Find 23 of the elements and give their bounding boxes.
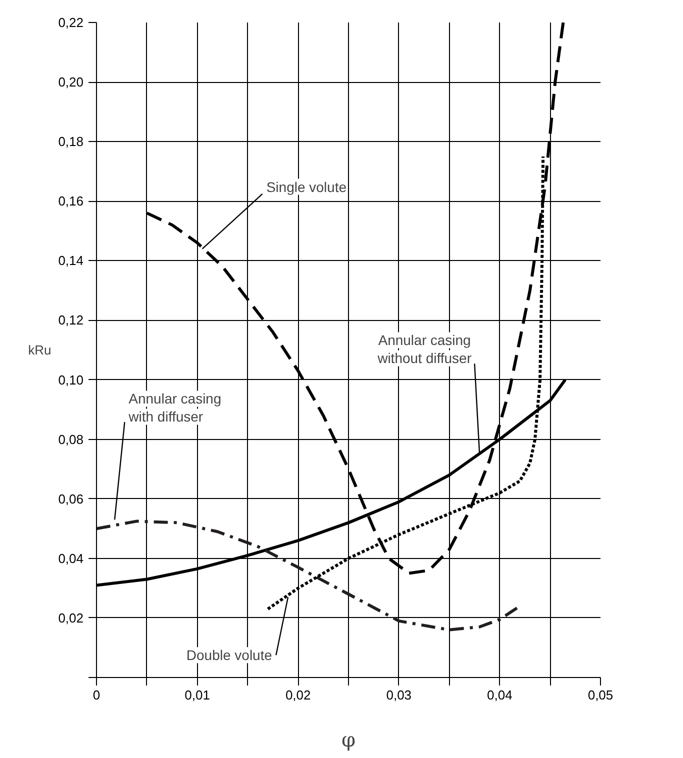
y-tick-label: 0,10 <box>58 372 84 388</box>
x-tick-label: 0,02 <box>285 688 311 702</box>
annotation: Double volute <box>186 647 272 664</box>
y-tick-label: 0,22 <box>58 15 84 30</box>
x-tick-label: 0,01 <box>184 688 210 702</box>
x-axis-title: φ <box>342 728 356 752</box>
annotation: Annular casing with diffuser <box>128 390 222 425</box>
x-tick-label: 0,04 <box>487 688 512 702</box>
y-tick-label: 0,08 <box>58 432 84 447</box>
x-tick-label: 0 <box>92 688 100 702</box>
x-tick-label: 0,05 <box>588 688 614 702</box>
x-tick-label: 0,03 <box>386 688 412 702</box>
y-tick-label: 0,18 <box>58 134 84 150</box>
y-tick-label: 0,02 <box>58 610 84 626</box>
y-tick-label: 0,20 <box>58 74 84 90</box>
y-tick-label: 0,06 <box>58 491 84 506</box>
y-tick-label: 0,12 <box>58 312 84 328</box>
annotation: Single volute <box>266 178 347 195</box>
y-tick-label: 0,16 <box>58 194 84 209</box>
annotation: Annular casing without diffuser <box>376 332 472 366</box>
y-tick-label: 0,04 <box>58 550 84 566</box>
y-axis-title: kRu <box>28 342 52 358</box>
y-tick-label: 0,14 <box>58 253 84 268</box>
